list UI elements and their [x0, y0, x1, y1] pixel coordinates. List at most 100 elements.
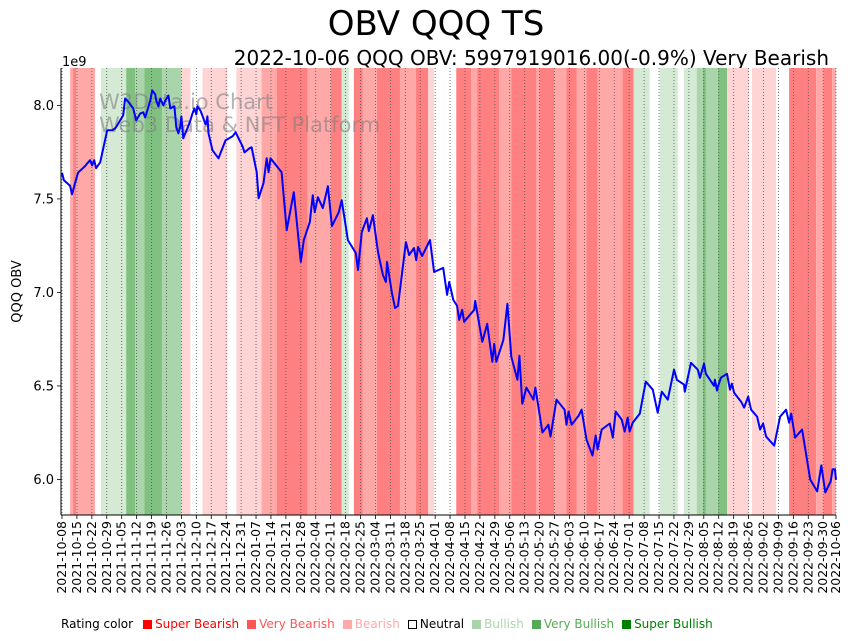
rating-band-very-bearish — [832, 68, 836, 515]
x-tick-label: 2022-07-08 — [636, 521, 651, 594]
rating-band-bullish — [633, 68, 650, 515]
rating-band-super-bearish — [415, 68, 429, 515]
rating-band-very-bearish — [307, 68, 331, 515]
x-tick-label: 2022-08-26 — [741, 521, 756, 594]
x-tick-label: 2021-11-05 — [114, 521, 129, 594]
rating-band-very-bullish — [135, 68, 145, 515]
x-tick-label: 2021-11-12 — [129, 521, 144, 594]
x-tick-label: 2022-01-14 — [263, 521, 278, 594]
rating-band-super-bearish — [376, 68, 400, 515]
rating-band-super-bearish — [353, 68, 363, 515]
legend-item-bearish: Bearish — [342, 617, 400, 631]
x-tick-label: 2022-07-15 — [651, 521, 666, 594]
rating-band-very-bearish — [816, 68, 824, 515]
x-tick-label: 2022-09-02 — [756, 521, 771, 594]
x-tick-label: 2022-04-15 — [457, 521, 472, 594]
rating-band-super-bearish — [511, 68, 537, 515]
legend: Rating color Super Bearish Very Bearish Be… — [61, 617, 721, 631]
x-tick-label: 2022-01-07 — [248, 521, 263, 594]
legend-swatch — [247, 619, 257, 629]
x-tick-label: 2021-10-22 — [84, 521, 99, 594]
legend-item-label: Bullish — [484, 617, 524, 631]
legend-swatch — [622, 619, 632, 629]
legend-swatch — [472, 619, 482, 629]
legend-swatch — [143, 619, 153, 629]
x-tick-label: 2022-06-10 — [576, 521, 591, 594]
rating-band-super-bearish — [823, 68, 833, 515]
x-tick-label: 2021-11-26 — [158, 521, 173, 594]
x-tick-label: 2022-01-28 — [293, 521, 308, 594]
x-tick-label: 2022-06-24 — [606, 521, 621, 594]
legend-label: Rating color — [61, 617, 134, 631]
x-tick-label: 2022-02-04 — [308, 521, 323, 594]
x-tick-label: 2022-07-22 — [666, 521, 681, 594]
x-tick-label: 2021-12-03 — [173, 521, 188, 594]
legend-item-label: Very Bullish — [543, 617, 615, 631]
rating-band-bearish — [727, 68, 750, 515]
rating-band-very-bullish — [162, 68, 182, 515]
chart-title: OBV QQQ TS — [327, 4, 545, 44]
legend-swatch — [407, 619, 417, 629]
legend-item-very-bearish: Very Bearish — [247, 617, 335, 631]
x-tick-label: 2022-02-11 — [323, 521, 338, 594]
x-tick-label: 2021-12-17 — [203, 521, 218, 594]
legend-swatch — [531, 619, 541, 629]
x-tick-label: 2022-04-22 — [472, 521, 487, 594]
rating-band-super-bullish — [126, 68, 136, 515]
chart-subtitle: 2022-10-06 QQQ OBV: 5997919016.00(-0.9%)… — [233, 46, 829, 70]
rating-band-very-bearish — [362, 68, 377, 515]
x-tick-label: 2022-02-25 — [353, 521, 368, 594]
rating-band-bearish — [181, 68, 191, 515]
x-tick-label: 2021-10-08 — [54, 521, 69, 594]
x-tick-label: 2022-09-16 — [785, 521, 800, 594]
legend-item-very-bullish: Very Bullish — [531, 617, 615, 631]
legend-item-label: Neutral — [419, 617, 465, 631]
rating-band-very-bearish — [597, 68, 623, 515]
x-tick-label: 2022-08-12 — [711, 521, 726, 594]
y-tick-label: 7.5 — [33, 192, 54, 207]
legend-item-bullish: Bullish — [472, 617, 524, 631]
x-tick-label: 2022-09-09 — [770, 521, 785, 594]
rating-band-super-bearish — [477, 68, 500, 515]
x-tick-label: 2022-03-11 — [382, 521, 397, 594]
rating-band-super-bearish — [276, 68, 308, 515]
x-tick-label: 2021-12-31 — [233, 521, 248, 594]
y-offset-label: 1e9 — [62, 55, 87, 70]
x-tick-label: 2022-05-27 — [547, 521, 562, 594]
rating-band-super-bullish — [702, 68, 706, 515]
y-axis-label: QQQ OBV — [10, 260, 25, 323]
rating-band-super-bearish — [566, 68, 577, 515]
rating-band-very-bearish — [576, 68, 587, 515]
legend-item-label: Super Bullish — [634, 617, 713, 631]
legend-item-super-bullish: Super Bullish — [622, 617, 713, 631]
rating-band-very-bearish — [261, 68, 277, 515]
x-tick-label: 2022-04-08 — [442, 521, 457, 594]
rating-band-very-bearish — [76, 68, 96, 515]
x-tick-label: 2021-12-24 — [218, 521, 233, 594]
rating-band-super-bullish — [144, 68, 163, 515]
x-tick-label: 2021-10-15 — [69, 521, 84, 594]
rating-band-super-bullish — [717, 68, 728, 515]
rating-band-very-bearish — [499, 68, 512, 515]
x-tick-label: 2022-04-01 — [427, 521, 442, 594]
x-tick-label: 2022-03-25 — [412, 521, 427, 594]
x-tick-label: 2022-08-05 — [696, 521, 711, 594]
rating-band-very-bearish — [471, 68, 478, 515]
x-tick-label: 2022-05-06 — [502, 521, 517, 594]
y-tick-label: 7.0 — [33, 286, 54, 301]
x-tick-label: 2022-08-19 — [726, 521, 741, 594]
legend-item-label: Super Bearish — [155, 617, 240, 631]
rating-band-very-bullish — [705, 68, 718, 515]
x-tick-label: 2022-02-18 — [338, 521, 353, 594]
y-tick-label: 8.0 — [33, 99, 54, 114]
rating-band-super-bearish — [330, 68, 342, 515]
x-tick-label: 2022-04-29 — [487, 521, 502, 594]
x-tick-label: 2022-05-20 — [532, 521, 547, 594]
y-tick-label: 6.5 — [33, 379, 54, 394]
x-tick-label: 2022-09-23 — [800, 521, 815, 594]
x-tick-label: 2022-06-03 — [561, 521, 576, 594]
rating-band-super-bearish — [456, 68, 472, 515]
watermark-text: Web3 Data & NFT Platform — [99, 113, 380, 137]
rating-band-bearish — [202, 68, 228, 515]
